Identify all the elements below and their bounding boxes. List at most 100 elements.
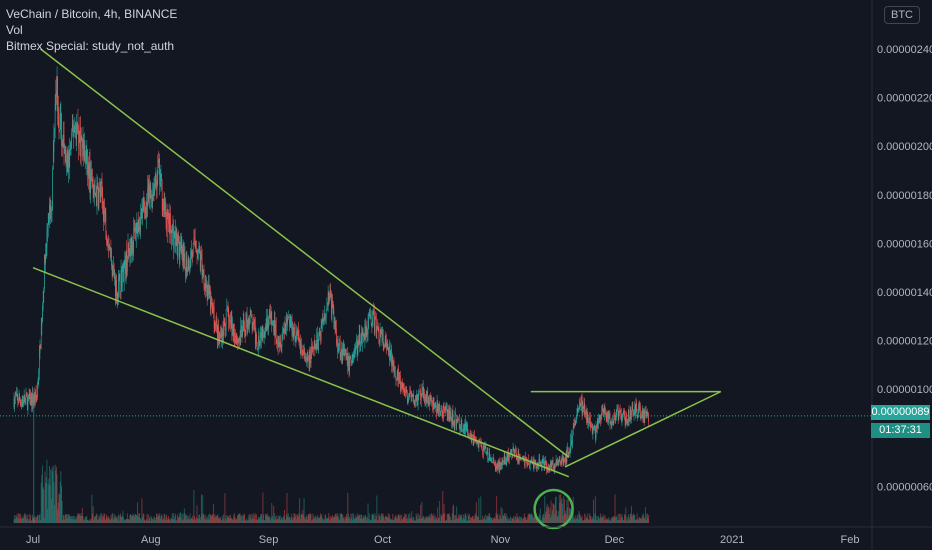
candle-body: [333, 310, 335, 328]
volume-legend[interactable]: Vol: [6, 23, 23, 37]
volume-bar: [425, 516, 427, 523]
candle-body: [396, 372, 398, 381]
volume-bar: [225, 514, 227, 523]
volume-bar: [463, 514, 465, 523]
candle-body: [545, 463, 547, 466]
candle-body: [545, 460, 546, 464]
candle-body: [298, 335, 300, 342]
volume-bar: [591, 519, 593, 523]
candle-body: [616, 408, 618, 413]
volume-bar: [71, 516, 73, 523]
candle-body: [434, 404, 435, 409]
study-legend[interactable]: Bitmex Special: study_not_auth: [6, 39, 175, 53]
candle-body: [52, 168, 53, 210]
candle-body: [336, 339, 338, 343]
volume-bar: [199, 514, 201, 523]
candle-body: [151, 194, 152, 198]
volume-bar: [192, 519, 194, 523]
volume-bar: [425, 516, 427, 523]
volume-bar: [513, 520, 515, 523]
candle-body: [353, 354, 354, 358]
candle-body: [39, 353, 40, 374]
volume-bar: [59, 481, 61, 523]
volume-bar: [626, 517, 628, 523]
candle-body: [106, 235, 107, 242]
candle-body: [419, 390, 420, 392]
volume-bar: [401, 519, 403, 523]
candle-body: [18, 401, 19, 403]
volume-bar: [198, 514, 200, 523]
y-tick-label: 0.00000120: [877, 336, 932, 348]
candle-body: [501, 465, 502, 467]
volume-bar: [168, 519, 170, 523]
volume-bar: [389, 514, 391, 523]
volume-bar: [273, 505, 275, 523]
candle-body: [148, 184, 150, 200]
candle-body: [144, 207, 146, 213]
volume-bar: [461, 520, 463, 523]
volume-bar: [546, 506, 548, 523]
candle-body: [33, 400, 34, 404]
candle-body: [543, 458, 544, 464]
volume-bar: [608, 519, 610, 523]
volume-bar: [593, 519, 595, 523]
candle-body: [109, 247, 111, 251]
volume-bar: [451, 520, 453, 523]
volume-bar: [82, 516, 84, 523]
candle-body: [491, 461, 493, 463]
volume-bar: [109, 520, 111, 523]
candle-body: [174, 230, 176, 239]
volume-bar: [138, 513, 140, 523]
candle-body: [360, 334, 362, 342]
candle-body: [222, 330, 224, 336]
volume-bar: [193, 490, 195, 523]
candle-body: [162, 209, 164, 211]
candle-body: [25, 394, 27, 399]
candle-body: [307, 357, 309, 362]
candle-body: [205, 283, 207, 289]
volume-bar: [130, 514, 132, 523]
volume-bar: [415, 520, 417, 523]
candle-body: [118, 277, 119, 298]
volume-bar: [29, 518, 31, 523]
candle-body: [415, 395, 417, 401]
volume-bar: [494, 518, 496, 523]
candle-body: [322, 319, 324, 321]
candle-body: [608, 416, 609, 420]
candle-body: [402, 382, 404, 390]
candle-body: [66, 160, 67, 164]
volume-bar: [346, 516, 348, 523]
volume-bar: [202, 513, 204, 523]
volume-bar: [178, 517, 180, 523]
candle-body: [265, 326, 267, 330]
candle-body: [60, 113, 62, 116]
volume-bar: [441, 515, 442, 523]
volume-bar: [268, 516, 270, 523]
volume-bar: [161, 514, 163, 523]
volume-bar: [391, 520, 393, 523]
volume-bar: [524, 517, 526, 523]
symbol-title[interactable]: VeChain / Bitcoin, 4h, BINANCE: [6, 7, 178, 21]
candle-body: [569, 452, 570, 454]
candle-body: [324, 314, 326, 319]
volume-bar: [435, 517, 437, 523]
volume-bar: [102, 515, 104, 523]
currency-badge[interactable]: BTC: [884, 6, 920, 24]
volume-bar: [460, 516, 462, 523]
volume-bar: [86, 520, 88, 523]
volume-bar: [635, 520, 637, 523]
volume-bar: [268, 515, 270, 523]
volume-bar: [353, 518, 355, 523]
candle-body: [100, 183, 102, 198]
candle-body: [135, 233, 137, 240]
volume-bar: [88, 520, 90, 523]
volume-bar: [574, 519, 576, 523]
volume-bar: [398, 514, 400, 523]
volume-bar: [363, 517, 365, 523]
candle-body: [612, 421, 613, 425]
candle-body: [577, 408, 578, 410]
candle-body: [306, 357, 308, 362]
candle-body: [137, 219, 139, 235]
volume-bar: [42, 465, 43, 523]
